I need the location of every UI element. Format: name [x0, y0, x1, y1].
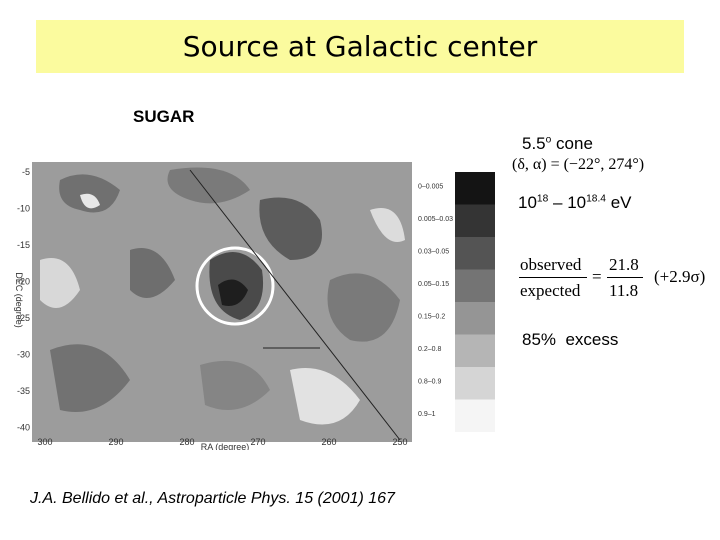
cone-degree: o: [545, 134, 552, 146]
y-tick-label: -10: [17, 204, 30, 214]
ratio-denominator: 11.8: [609, 281, 639, 300]
legend-swatch: [455, 399, 495, 432]
legend-swatch: [455, 172, 495, 205]
legend-swatch: [455, 269, 495, 302]
title: Source at Galactic center: [36, 20, 684, 73]
legend-swatch: [455, 237, 495, 270]
y-tick-label: -35: [17, 386, 30, 396]
ratio-denominator-label: expected: [520, 281, 581, 300]
y-tick-label: -15: [17, 240, 30, 250]
legend-swatch: [455, 334, 495, 367]
x-axis-label: RA (degree): [201, 442, 250, 450]
legend-swatch: [455, 302, 495, 335]
legend-label: 0.05–0.15: [418, 281, 449, 288]
energy-dash: –: [553, 193, 563, 212]
excess: 85% excess: [522, 330, 619, 349]
y-axis-label: DEC (degree): [14, 272, 24, 328]
significance: (+2.9σ): [654, 267, 706, 286]
fraction-bar: [519, 277, 587, 278]
legend-label: 0.9–1: [418, 411, 436, 418]
legend-label: 0.03–0.05: [418, 248, 449, 255]
legend-swatch: [455, 204, 495, 237]
x-tick-label: 260: [321, 437, 336, 447]
cone-word: cone: [556, 134, 593, 153]
y-tick-label: -25: [17, 313, 30, 323]
map-labels: -5 -10 -15 -20 -25 -30 -35 -40 300 290 280 270 260 25…: [14, 167, 453, 450]
x-tick-label: 280: [179, 437, 194, 447]
legend-label: 0.15–0.2: [418, 313, 445, 320]
y-tick-label: -20: [17, 277, 30, 287]
x-tick-label: 290: [108, 437, 123, 447]
label: SUGAR: [133, 107, 195, 126]
legend-label: 0–0.005: [418, 183, 443, 190]
energy: 1018 – 1018.4 eV: [518, 193, 631, 213]
x-tick-label: 300: [37, 437, 52, 447]
x-tick-label: 250: [392, 437, 407, 447]
ratio-numerator-label: observed: [520, 255, 582, 274]
legend-scale: [455, 172, 495, 432]
y-tick-label: -40: [17, 423, 30, 433]
direction: (δ, α) = (−22°, 274°): [512, 156, 645, 173]
legend-label: 0.005–0.03: [418, 216, 453, 223]
x-tick-label: 270: [250, 437, 265, 447]
citation: J.A. Bellido et al., Astroparticle Phys.…: [30, 490, 395, 507]
energy-exp: 18.4: [586, 193, 606, 205]
cone: 5.5o cone: [522, 134, 593, 154]
energy-base: 10: [567, 193, 587, 212]
legend-swatch: [455, 367, 495, 400]
energy-exp: 18: [536, 193, 549, 205]
cone-size: 5.5: [522, 134, 546, 153]
energy-base: 10: [518, 193, 537, 212]
sky-map: -5 -10 -15 -20 -25 -30 -35 -40 300 290 280 270 260 25…: [14, 162, 495, 450]
energy-unit: eV: [610, 193, 632, 212]
fraction-bar: [607, 277, 643, 278]
contours: [40, 167, 405, 441]
legend-label: 0.2–0.8: [418, 346, 441, 353]
ratio-numerator: 21.8: [609, 255, 639, 274]
y-tick-label: -30: [17, 350, 30, 360]
legend-label: 0.8–0.9: [418, 378, 441, 385]
y-tick-label: -5: [22, 167, 30, 177]
equals: =: [592, 267, 602, 286]
